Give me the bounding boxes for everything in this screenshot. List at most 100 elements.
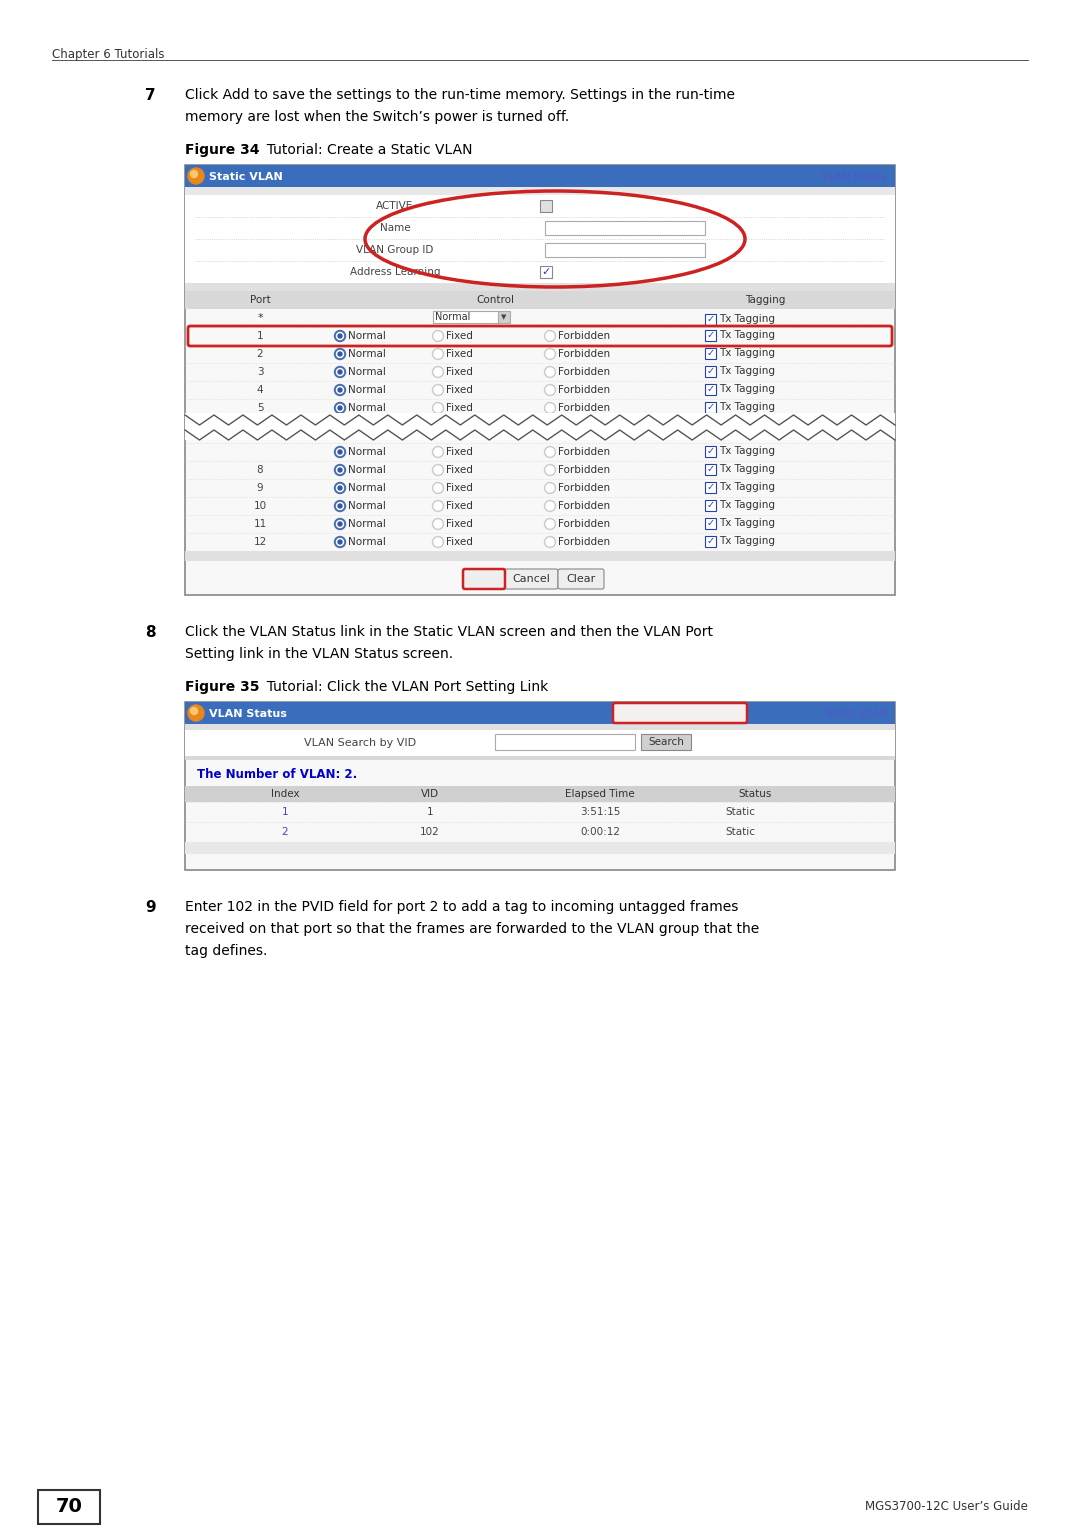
- Circle shape: [434, 331, 442, 341]
- Circle shape: [335, 385, 346, 395]
- Bar: [545, 221, 705, 235]
- Circle shape: [434, 350, 442, 357]
- Text: 4: 4: [257, 385, 264, 395]
- Text: Fixed: Fixed: [446, 331, 473, 341]
- Text: 0:00:12: 0:00:12: [580, 828, 620, 837]
- Text: 11: 11: [254, 519, 267, 528]
- Circle shape: [544, 536, 555, 548]
- Text: Clear: Clear: [566, 574, 596, 583]
- FancyBboxPatch shape: [613, 702, 747, 722]
- Text: 3:51:15: 3:51:15: [580, 806, 620, 817]
- FancyBboxPatch shape: [504, 570, 558, 589]
- Circle shape: [544, 348, 555, 359]
- Circle shape: [337, 368, 343, 376]
- Bar: [495, 734, 635, 750]
- Text: ✓: ✓: [707, 383, 715, 394]
- Text: The Number of VLAN: 2.: The Number of VLAN: 2.: [197, 768, 357, 780]
- Bar: [498, 312, 510, 324]
- Bar: [185, 186, 895, 195]
- Text: VLAN Group ID: VLAN Group ID: [356, 244, 434, 255]
- Text: 12: 12: [254, 538, 267, 547]
- Circle shape: [546, 466, 554, 473]
- Bar: [185, 165, 895, 186]
- Bar: [185, 702, 895, 870]
- Circle shape: [337, 502, 343, 510]
- Text: *: *: [257, 313, 262, 324]
- Circle shape: [338, 467, 342, 472]
- Circle shape: [335, 403, 346, 414]
- Bar: [185, 412, 895, 440]
- Text: Index: Index: [271, 789, 299, 799]
- Circle shape: [432, 446, 444, 458]
- Text: 2: 2: [282, 828, 288, 837]
- Text: 9: 9: [145, 899, 156, 915]
- Circle shape: [544, 464, 555, 475]
- Text: Click the VLAN Status link in the Static VLAN screen and then the VLAN Port: Click the VLAN Status link in the Static…: [185, 625, 713, 638]
- Text: Enter 102 in the PVID field for port 2 to add a tag to incoming untagged frames: Enter 102 in the PVID field for port 2 t…: [185, 899, 739, 915]
- Text: Click Add to save the settings to the run-time memory. Settings in the run-time: Click Add to save the settings to the ru…: [185, 89, 735, 102]
- Bar: [540, 266, 552, 278]
- Text: memory are lost when the Switch’s power is turned off.: memory are lost when the Switch’s power …: [185, 110, 569, 124]
- Text: 7: 7: [145, 89, 156, 102]
- Circle shape: [434, 502, 442, 510]
- Circle shape: [190, 171, 198, 177]
- Circle shape: [338, 353, 342, 356]
- Circle shape: [188, 168, 204, 183]
- Text: Tutorial: Click the VLAN Port Setting Link: Tutorial: Click the VLAN Port Setting Li…: [258, 680, 549, 693]
- Circle shape: [338, 450, 342, 454]
- Text: ✓: ✓: [707, 446, 715, 457]
- Text: Static VLAN: Static VLAN: [210, 173, 283, 182]
- Bar: [642, 734, 691, 750]
- Circle shape: [546, 538, 554, 547]
- Text: VLAN Search by VID: VLAN Search by VID: [303, 738, 416, 748]
- Text: Fixed: Fixed: [446, 483, 473, 493]
- Text: Tx Tagging: Tx Tagging: [719, 518, 775, 528]
- Bar: [705, 383, 716, 395]
- Text: Tx Tagging: Tx Tagging: [719, 366, 775, 376]
- Text: Figure 35: Figure 35: [185, 680, 259, 693]
- Circle shape: [337, 333, 343, 339]
- Text: Tx Tagging: Tx Tagging: [719, 383, 775, 394]
- Bar: [705, 499, 716, 512]
- Text: Normal: Normal: [348, 447, 386, 457]
- Text: Tx Tagging: Tx Tagging: [719, 536, 775, 547]
- Bar: [185, 551, 895, 560]
- Circle shape: [190, 707, 198, 715]
- Circle shape: [546, 331, 554, 341]
- Text: Tx Tagging: Tx Tagging: [719, 315, 775, 324]
- Text: ✓: ✓: [706, 315, 715, 324]
- Circle shape: [432, 483, 444, 493]
- Text: Figure 34: Figure 34: [185, 144, 259, 157]
- Text: ▼: ▼: [501, 315, 507, 321]
- Circle shape: [432, 519, 444, 530]
- Text: Static: Static: [725, 806, 755, 817]
- Text: 70: 70: [55, 1498, 82, 1516]
- Circle shape: [338, 406, 342, 411]
- Text: ✓: ✓: [707, 518, 715, 528]
- Text: ✓: ✓: [707, 536, 715, 547]
- Text: Elapsed Time: Elapsed Time: [565, 789, 635, 799]
- Circle shape: [335, 464, 346, 475]
- Circle shape: [546, 405, 554, 412]
- Text: Fixed: Fixed: [446, 519, 473, 528]
- Circle shape: [335, 483, 346, 493]
- Text: Normal: Normal: [348, 331, 386, 341]
- Text: Fixed: Fixed: [446, 447, 473, 457]
- Circle shape: [432, 403, 444, 414]
- Circle shape: [337, 467, 343, 473]
- Circle shape: [337, 539, 343, 545]
- Circle shape: [337, 386, 343, 394]
- Text: Forbidden: Forbidden: [558, 466, 610, 475]
- Text: 1: 1: [282, 806, 288, 817]
- Circle shape: [338, 504, 342, 508]
- Circle shape: [337, 521, 343, 527]
- Text: ✓: ✓: [707, 330, 715, 341]
- Text: tag defines.: tag defines.: [185, 944, 268, 957]
- Circle shape: [337, 351, 343, 357]
- Text: Forbidden: Forbidden: [558, 519, 610, 528]
- Text: Forbidden: Forbidden: [558, 350, 610, 359]
- Circle shape: [546, 368, 554, 376]
- Text: Tx Tagging: Tx Tagging: [719, 483, 775, 492]
- Text: 8: 8: [257, 466, 264, 475]
- Text: Normal: Normal: [348, 366, 386, 377]
